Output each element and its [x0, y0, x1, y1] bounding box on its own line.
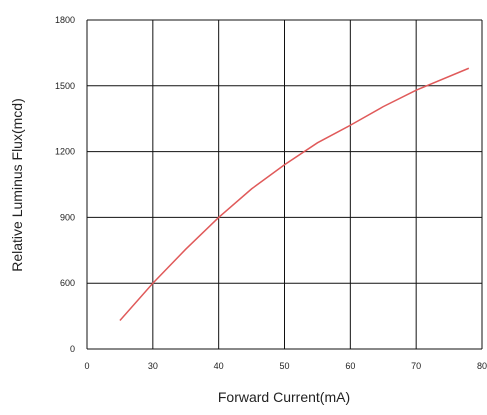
y-tick-label: 1800: [55, 15, 75, 25]
y-tick-label: 900: [60, 212, 75, 222]
x-tick-label: 0: [84, 361, 89, 371]
y-tick-label: 1200: [55, 147, 75, 157]
x-axis-title: Forward Current(mA): [218, 389, 350, 405]
y-tick-label: 600: [60, 278, 75, 288]
y-tick-label: 0: [70, 344, 75, 354]
x-tick-label: 30: [148, 361, 158, 371]
y-axis-title: Relative Luminus Flux(mcd): [9, 98, 25, 272]
x-tick-label: 50: [279, 361, 289, 371]
line: [119, 67, 470, 321]
x-tick-label: 70: [411, 361, 421, 371]
x-tick-label: 40: [214, 361, 224, 371]
y-tick-label: 1500: [55, 81, 75, 91]
x-tick-label: 80: [477, 361, 487, 371]
x-tick-label: 60: [345, 361, 355, 371]
